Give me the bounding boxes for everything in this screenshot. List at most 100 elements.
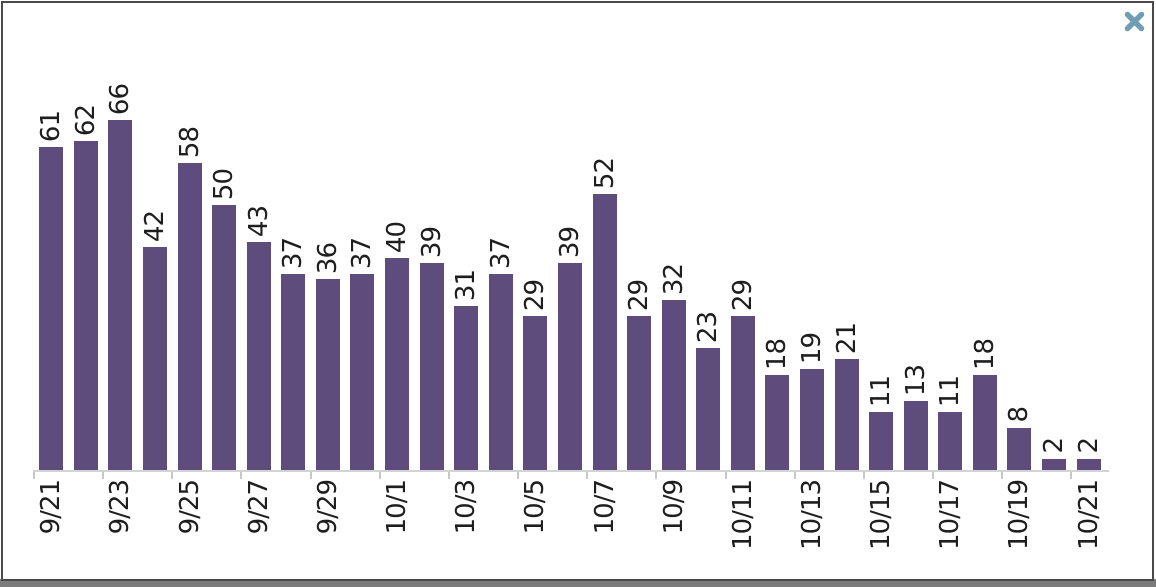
bar-chart: 61 62 66 42 58 50 43 37 36 37 40 39 31 37 29 39 52 29 32 23… xyxy=(34,3,1106,470)
axis-tick xyxy=(724,472,727,479)
x-axis-label-slot: 10/5 xyxy=(518,480,553,575)
axis-tick xyxy=(33,472,35,479)
x-axis-label-slot: 10/11 xyxy=(726,480,761,575)
bar[interactable] xyxy=(246,242,271,470)
bar[interactable] xyxy=(903,401,928,470)
x-axis-label-slot: 9/25 xyxy=(172,480,207,575)
bar[interactable] xyxy=(1042,459,1067,470)
bar[interactable] xyxy=(143,247,168,470)
bar-value-label: 40 xyxy=(382,221,413,253)
close-icon[interactable] xyxy=(1123,10,1146,33)
bar[interactable] xyxy=(1007,428,1032,470)
bar-value-label: 18 xyxy=(969,338,1000,370)
bar[interactable] xyxy=(281,274,306,470)
axis-tick xyxy=(517,472,520,479)
bar-value-label: 2 xyxy=(1039,438,1070,454)
bar-group: 29 xyxy=(622,3,657,470)
axis-tick xyxy=(378,472,381,479)
bar-group: 2 xyxy=(1071,3,1106,470)
bar[interactable] xyxy=(661,300,686,470)
axis-tick xyxy=(1001,472,1004,479)
bar-group: 50 xyxy=(207,3,242,470)
bar-value-label: 42 xyxy=(140,210,171,242)
bar-value-label: 32 xyxy=(658,263,689,295)
axis-tick xyxy=(102,472,105,479)
bar[interactable] xyxy=(1076,459,1101,470)
x-axis-label-slot: 10/13 xyxy=(795,480,830,575)
bar-group: 11 xyxy=(933,3,968,470)
x-axis-label-slot xyxy=(829,480,864,575)
bar[interactable] xyxy=(73,141,98,470)
x-axis-label-slot xyxy=(69,480,104,575)
x-axis-label-slot: 9/23 xyxy=(103,480,138,575)
bar-value-label: 62 xyxy=(70,104,101,136)
x-axis-label-slot xyxy=(898,480,933,575)
bar[interactable] xyxy=(523,316,548,470)
bar-value-label: 36 xyxy=(312,242,343,274)
bar-value-label: 37 xyxy=(278,237,309,269)
bar[interactable] xyxy=(454,306,479,470)
bar[interactable] xyxy=(557,263,582,470)
bar[interactable] xyxy=(730,316,755,470)
bar-group: 18 xyxy=(968,3,1003,470)
bar-value-label: 37 xyxy=(485,237,516,269)
axis-tick xyxy=(171,472,174,479)
bar[interactable] xyxy=(385,258,410,470)
bar-value-label: 43 xyxy=(243,205,274,237)
bar[interactable] xyxy=(350,274,375,470)
bar-value-label: 61 xyxy=(36,110,67,142)
x-axis-label-slot xyxy=(622,480,657,575)
x-axis-label-slot: 9/29 xyxy=(311,480,346,575)
bar[interactable] xyxy=(419,263,444,470)
bar-value-label: 37 xyxy=(347,237,378,269)
bar[interactable] xyxy=(972,375,997,470)
x-axis-label-slot: 10/15 xyxy=(864,480,899,575)
bar-group: 61 xyxy=(34,3,69,470)
x-axis-label-slot xyxy=(345,480,380,575)
bar-group: 29 xyxy=(518,3,553,470)
bar-group: 39 xyxy=(414,3,449,470)
bar-value-label: 29 xyxy=(624,279,655,311)
bar[interactable] xyxy=(177,163,202,470)
x-axis-label: 10/1 xyxy=(382,480,413,535)
x-axis-label-slot xyxy=(138,480,173,575)
bar[interactable] xyxy=(212,205,237,470)
x-axis-label-slot xyxy=(207,480,242,575)
bar-value-label: 39 xyxy=(416,226,447,258)
x-axis-label: 10/5 xyxy=(520,480,551,535)
bar-value-label: 58 xyxy=(174,126,205,158)
x-axis-label: 10/7 xyxy=(589,480,620,535)
x-axis-label-slot xyxy=(276,480,311,575)
bar[interactable] xyxy=(315,279,340,470)
x-axis-label-slot xyxy=(691,480,726,575)
x-axis-label: 9/21 xyxy=(36,480,67,535)
bar[interactable] xyxy=(627,316,652,470)
bar-group: 2 xyxy=(1037,3,1072,470)
bar[interactable] xyxy=(488,274,513,470)
bar[interactable] xyxy=(869,412,894,470)
bar-value-label: 39 xyxy=(554,226,585,258)
bar-value-label: 31 xyxy=(451,269,482,301)
bar-group: 42 xyxy=(138,3,173,470)
bar-group: 23 xyxy=(691,3,726,470)
x-axis-label: 10/9 xyxy=(658,480,689,535)
bar[interactable] xyxy=(39,147,64,470)
bar-value-label: 19 xyxy=(797,332,827,364)
bar[interactable] xyxy=(592,194,617,470)
x-axis-label: 9/27 xyxy=(243,480,274,535)
bar-value-label: 8 xyxy=(1004,407,1035,423)
bar-group: 37 xyxy=(345,3,380,470)
bar-group: 58 xyxy=(172,3,207,470)
bar[interactable] xyxy=(938,412,963,470)
bar[interactable] xyxy=(765,375,790,470)
x-axis-label: 9/23 xyxy=(105,480,136,535)
bar[interactable] xyxy=(800,369,824,470)
bar-group: 39 xyxy=(553,3,588,470)
x-axis-label-slot xyxy=(1037,480,1072,575)
close-icon-glyph xyxy=(1124,11,1145,32)
axis-tick xyxy=(309,472,312,479)
bar[interactable] xyxy=(108,120,133,470)
bar[interactable] xyxy=(696,348,721,470)
bar[interactable] xyxy=(834,359,859,470)
